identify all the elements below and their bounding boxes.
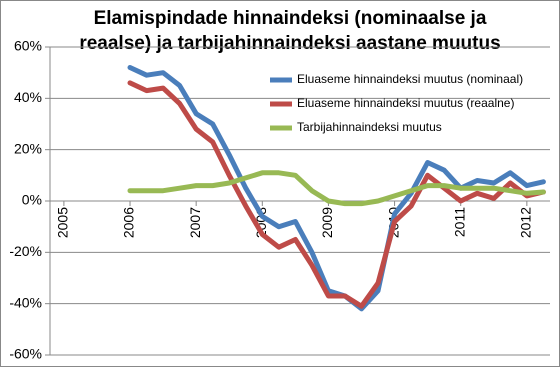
x-tick-label: 2007 (187, 207, 203, 238)
x-tick-label: 2005 (55, 207, 71, 238)
series-line (127, 80, 546, 309)
x-tick-label: 2009 (319, 207, 335, 238)
y-tick-label: -60% (9, 346, 42, 362)
y-tick-label: -20% (9, 243, 42, 259)
chart-title: Elamispindade hinnaindeksi (nominaalse j… (94, 8, 487, 29)
legend-label: Tarbijahinnaindeksi muutus (297, 120, 442, 134)
y-tick-label: 0% (22, 192, 42, 208)
x-tick-label: 2011 (451, 207, 467, 237)
y-tick-label: 20% (14, 140, 42, 156)
series-line (127, 65, 546, 312)
series-line (127, 170, 546, 207)
y-tick-label: 40% (14, 89, 42, 105)
y-tick-label: 60% (14, 38, 42, 54)
chart-title: reaalse) ja tarbijahinnaindeksi aastane … (79, 33, 500, 54)
legend-label: Eluaseme hinnaindeksi muutus (reaalne) (297, 96, 514, 110)
x-tick-label: 2012 (518, 207, 534, 238)
y-tick-label: -40% (9, 294, 42, 310)
x-tick-label: 2008 (253, 207, 269, 238)
legend-label: Eluaseme hinnaindeksi muutus (nominaal) (297, 72, 523, 86)
x-tick-label: 2006 (121, 207, 137, 238)
